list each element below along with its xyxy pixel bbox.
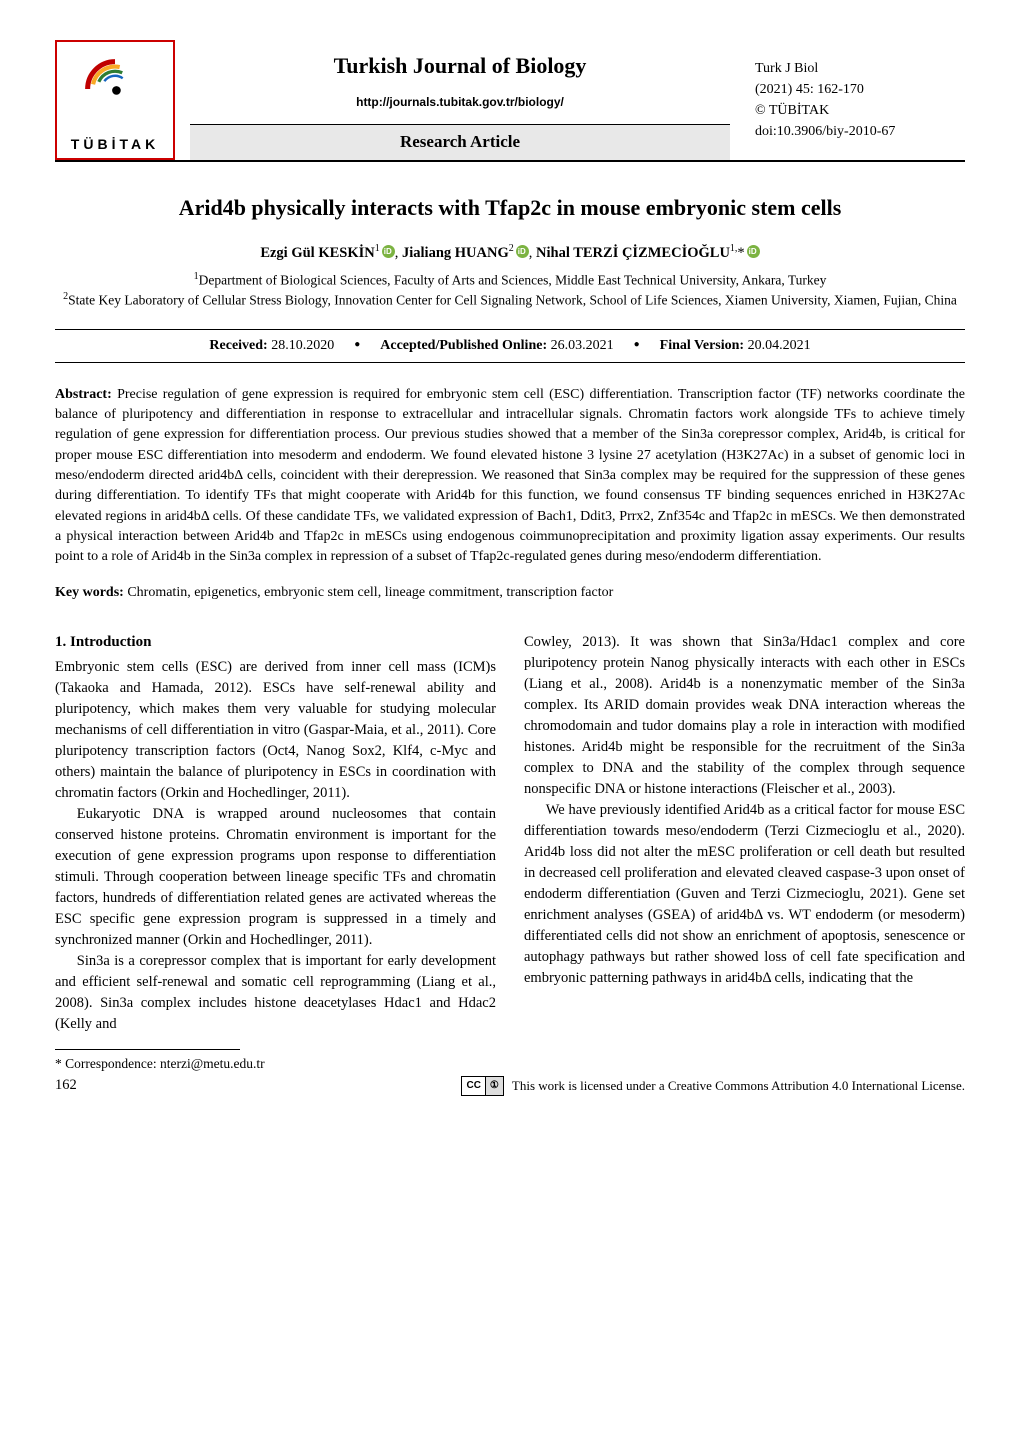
abstract-text: Precise regulation of gene expression is… — [55, 387, 965, 564]
orcid-icon[interactable] — [747, 245, 760, 258]
orcid-icon[interactable] — [516, 245, 529, 258]
keywords: Key words: Chromatin, epigenetics, embry… — [55, 583, 965, 603]
page-footer: 162 CC ① This work is licensed under a C… — [55, 1075, 965, 1096]
copyright: © TÜBİTAK — [755, 100, 965, 121]
logo-graphic — [79, 53, 151, 125]
volume-pages: (2021) 45: 162-170 — [755, 79, 965, 100]
body-paragraph: Sin3a is a corepressor complex that is i… — [55, 951, 496, 1035]
author-1-affil: 1 — [375, 243, 380, 254]
header-center: Turkish Journal of Biology http://journa… — [175, 40, 745, 160]
page-number: 162 — [55, 1075, 77, 1096]
journal-url[interactable]: http://journals.tubitak.gov.tr/biology/ — [356, 94, 564, 111]
body-paragraph: Cowley, 2013). It was shown that Sin3a/H… — [524, 632, 965, 800]
license-text: This work is licensed under a Creative C… — [512, 1077, 965, 1096]
footnote-separator — [55, 1049, 240, 1050]
publisher-logo: TÜBİTAK — [55, 40, 175, 160]
cc-badge-icon: CC ① — [461, 1076, 503, 1097]
section-heading-intro: 1. Introduction — [55, 632, 496, 654]
cc-text: CC — [462, 1077, 485, 1096]
dates-row: Received: 28.10.2020 ● Accepted/Publishe… — [55, 329, 965, 363]
accepted-label: Accepted/Published Online: — [380, 338, 547, 353]
correspondence: * Correspondence: nterzi@metu.edu.tr — [55, 1054, 496, 1074]
abstract: Abstract: Precise regulation of gene exp… — [55, 385, 965, 568]
author-1: Ezgi Gül KESKİN — [260, 245, 374, 261]
author-3: Nihal TERZİ ÇİZMECİOĞLU — [536, 245, 730, 261]
received-date: 28.10.2020 — [271, 338, 334, 353]
abstract-label: Abstract: — [55, 387, 112, 402]
orcid-icon[interactable] — [382, 245, 395, 258]
body-paragraph: We have previously identified Arid4b as … — [524, 800, 965, 989]
bullet-separator: ● — [354, 338, 360, 353]
body-paragraph: Embryonic stem cells (ESC) are derived f… — [55, 657, 496, 804]
article-type: Research Article — [190, 124, 730, 160]
final-date: 20.04.2021 — [748, 338, 811, 353]
affil-2: State Key Laboratory of Cellular Stress … — [68, 293, 957, 308]
keywords-text: Chromatin, epigenetics, embryonic stem c… — [127, 585, 613, 600]
final-label: Final Version: — [660, 338, 744, 353]
affiliations-block: 1Department of Biological Sciences, Facu… — [55, 270, 965, 311]
body-columns: 1. Introduction Embryonic stem cells (ES… — [55, 632, 965, 1074]
authors-block: Ezgi Gül KESKİN1, Jialiang HUANG2, Nihal… — [55, 242, 965, 264]
keywords-label: Key words: — [55, 585, 124, 600]
license-row: CC ① This work is licensed under a Creat… — [461, 1076, 965, 1097]
author-2-affil: 2 — [509, 243, 514, 254]
doi: doi:10.3906/biy-2010-67 — [755, 121, 965, 142]
cc-by-symbol: ① — [486, 1077, 503, 1096]
bullet-separator: ● — [634, 338, 640, 353]
header-meta: Turk J Biol (2021) 45: 162-170 © TÜBİTAK… — [745, 40, 965, 160]
article-title: Arid4b physically interacts with Tfap2c … — [55, 192, 965, 224]
column-left: 1. Introduction Embryonic stem cells (ES… — [55, 632, 496, 1074]
journal-abbrev: Turk J Biol — [755, 58, 965, 79]
publisher-name: TÜBİTAK — [57, 134, 173, 154]
received-label: Received: — [209, 338, 267, 353]
accepted-date: 26.03.2021 — [551, 338, 614, 353]
column-right: Cowley, 2013). It was shown that Sin3a/H… — [524, 632, 965, 1074]
corresponding-star: * — [737, 245, 744, 261]
body-paragraph: Eukaryotic DNA is wrapped around nucleos… — [55, 804, 496, 951]
journal-name: Turkish Journal of Biology — [334, 50, 587, 82]
journal-header: TÜBİTAK Turkish Journal of Biology http:… — [55, 40, 965, 162]
affil-1: Department of Biological Sciences, Facul… — [199, 272, 827, 287]
author-2: Jialiang HUANG — [402, 245, 509, 261]
